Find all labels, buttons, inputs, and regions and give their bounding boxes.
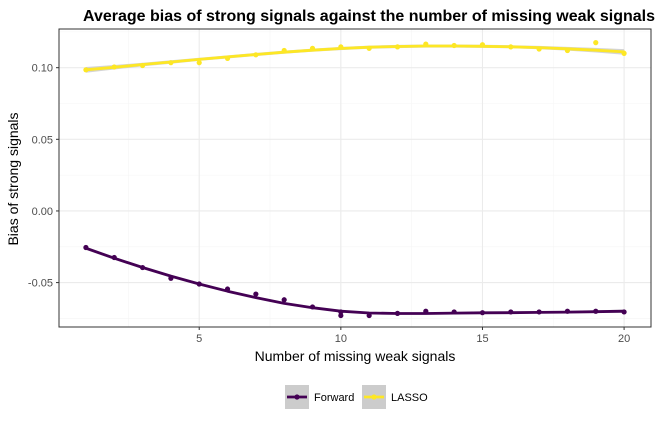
legend-key-point-forward [294, 394, 300, 400]
y-tick-label: 0.10 [32, 63, 53, 75]
panel-border [58, 28, 652, 328]
x-tick-label: 5 [196, 333, 202, 345]
legend-label-forward: Forward [314, 392, 354, 404]
point-forward [281, 297, 287, 303]
point-forward [338, 312, 344, 319]
panel-background [59, 29, 651, 327]
y-tick-label: 0.05 [32, 134, 53, 146]
y-tick-label: 0.00 [32, 206, 53, 218]
y-tick-label: -0.05 [28, 278, 53, 290]
x-axis-label: Number of missing weak signals [255, 348, 456, 364]
chart-title: Average bias of strong signals against t… [83, 8, 655, 25]
plot-panel: 5 10 15 20 -0.05 0.00 0.05 0.10 [28, 28, 652, 345]
x-tick-label: 15 [476, 333, 488, 345]
legend: Forward LASSO [285, 385, 428, 409]
smooth-line-lasso [84, 44, 626, 72]
point-forward [253, 291, 259, 297]
legend-key-point-lasso [371, 394, 377, 400]
smooth-line-forward [84, 246, 626, 315]
x-tick-label: 20 [618, 333, 630, 345]
x-tick-label: 10 [335, 333, 347, 345]
point-lasso [196, 60, 202, 66]
point-lasso [593, 40, 599, 46]
y-axis-label: Bias of strong signals [5, 112, 21, 245]
legend-label-lasso: LASSO [391, 392, 428, 404]
